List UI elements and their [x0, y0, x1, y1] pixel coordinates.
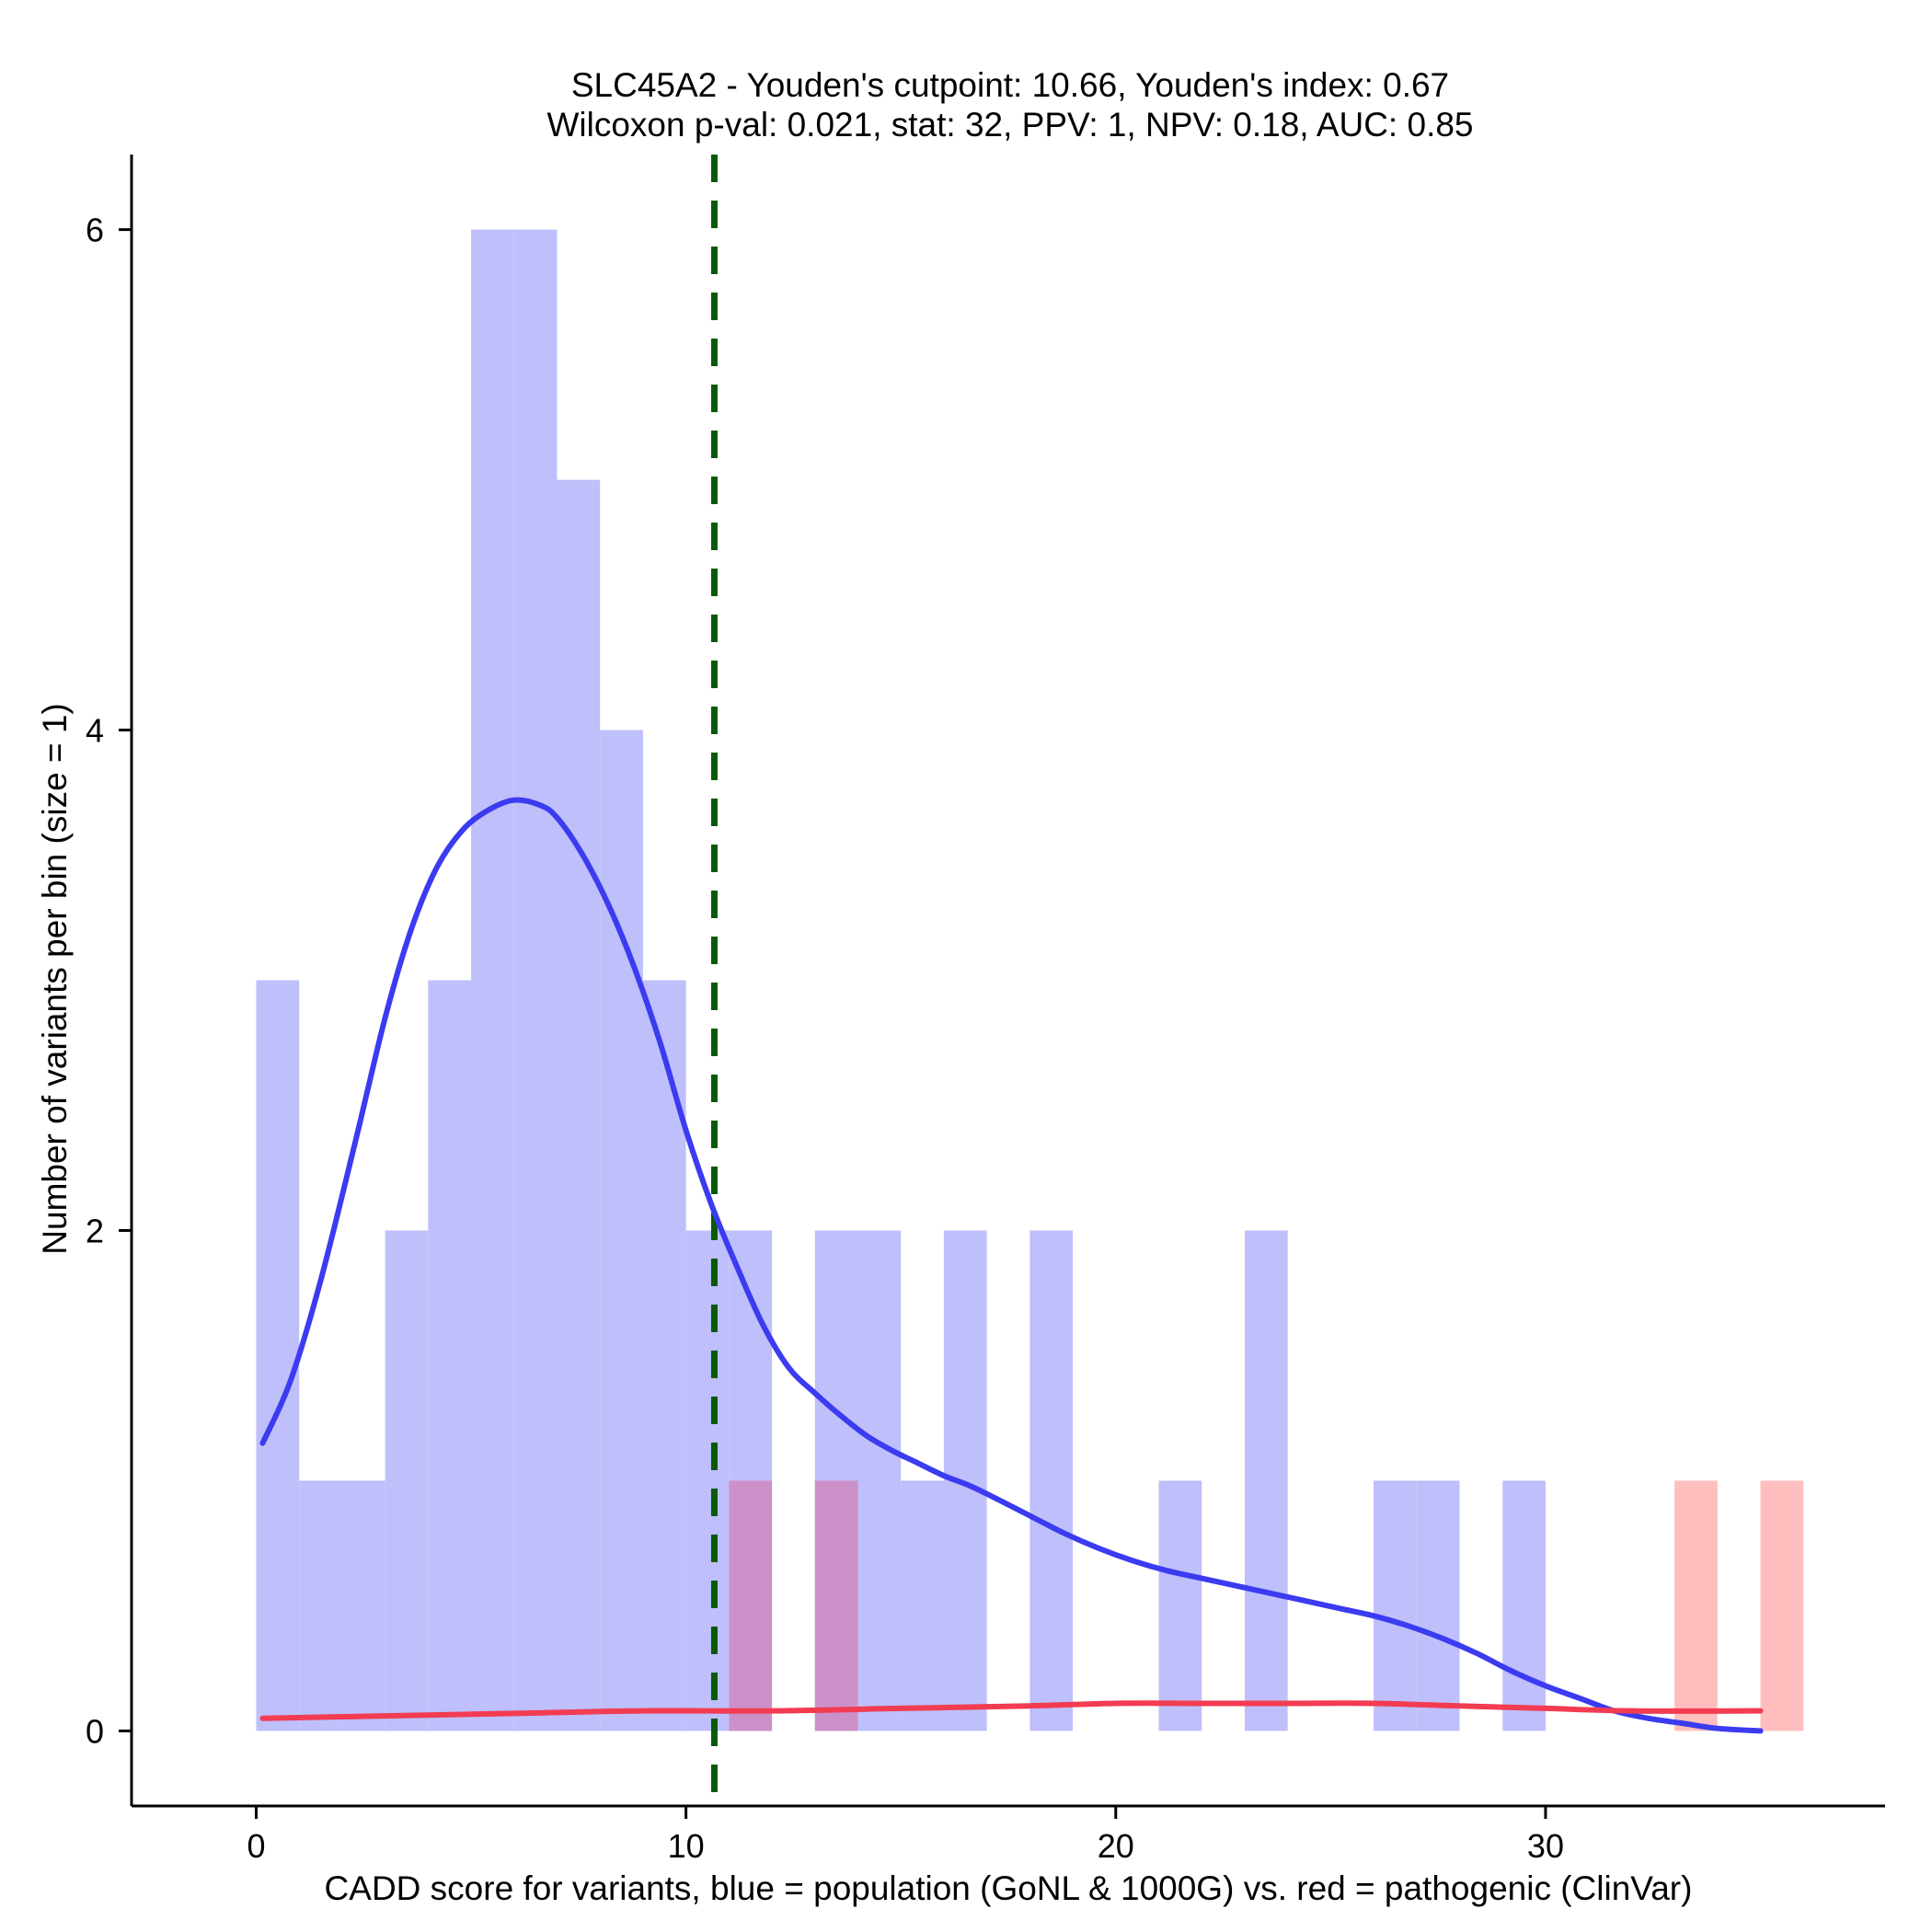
y-axis-label: Number of variants per bin (size = 1) — [36, 703, 74, 1254]
overlap-bars — [729, 1480, 858, 1731]
population-bar — [901, 1480, 944, 1731]
population-density-line — [259, 797, 1764, 1734]
chart-title-line-1: SLC45A2 - Youden's cutpoint: 10.66, Youd… — [571, 66, 1449, 104]
pathogenic-bar — [1760, 1480, 1804, 1731]
population-bar — [1158, 1480, 1202, 1731]
y-tick-label: 6 — [86, 212, 104, 249]
x-tick-label: 20 — [1098, 1827, 1134, 1865]
chart-title: SLC45A2 - Youden's cutpoint: 10.66, Youd… — [546, 66, 1473, 144]
population-bar — [385, 1230, 429, 1731]
pathogenic-bars — [1674, 1480, 1804, 1731]
y-tick-label: 2 — [86, 1212, 104, 1249]
x-tick-label: 0 — [247, 1827, 265, 1865]
population-bar — [341, 1480, 385, 1731]
population-bar — [600, 730, 643, 1731]
pathogenic-bar — [1674, 1480, 1718, 1731]
x-ticks: 0 10 20 30 — [247, 1806, 1564, 1865]
population-bar — [513, 229, 558, 1731]
population-bar — [642, 980, 686, 1731]
population-bar — [857, 1230, 902, 1731]
chart-title-line-2: Wilcoxon p-val: 0.021, stat: 32, PPV: 1,… — [546, 106, 1473, 144]
pathogenic-bar-overlap — [729, 1480, 773, 1731]
x-tick-label: 10 — [668, 1827, 705, 1865]
population-bar — [557, 479, 601, 1731]
population-bar — [1029, 1230, 1074, 1731]
population-bar — [1502, 1480, 1546, 1731]
population-bar — [1374, 1480, 1417, 1731]
population-bar — [256, 980, 300, 1731]
population-bar — [299, 1480, 342, 1731]
population-bar — [471, 229, 514, 1731]
population-bar — [1244, 1230, 1288, 1731]
y-ticks: 0 2 4 6 — [86, 212, 132, 1750]
population-bar — [685, 1230, 730, 1731]
population-bars — [256, 229, 1546, 1731]
population-bar — [428, 980, 472, 1731]
y-tick-label: 0 — [86, 1712, 104, 1750]
axes — [130, 155, 1885, 1808]
pathogenic-bar-overlap — [814, 1480, 858, 1731]
x-tick-label: 30 — [1527, 1827, 1564, 1865]
y-tick-label: 4 — [86, 712, 104, 750]
density-curves — [259, 797, 1764, 1734]
pathogenic-density-line — [259, 1700, 1764, 1721]
x-axis-label: CADD score for variants, blue = populati… — [325, 1869, 1693, 1907]
population-bar — [1416, 1480, 1460, 1731]
